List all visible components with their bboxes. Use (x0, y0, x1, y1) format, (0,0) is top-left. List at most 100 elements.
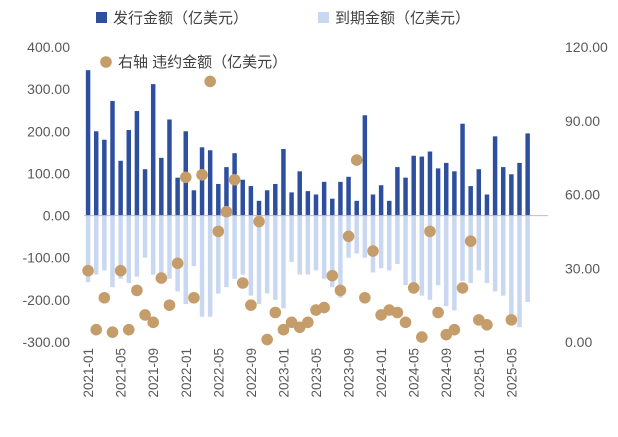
issuance-bar (110, 100, 115, 216)
issuance-bar (297, 171, 302, 216)
x-axis-tick-label: 2024-05 (407, 348, 422, 398)
maturity-bar (297, 215, 302, 275)
default-amount-point (269, 306, 282, 319)
issuance-bar (338, 181, 343, 216)
maturity-bar (435, 215, 441, 286)
default-amount-point (367, 245, 379, 257)
issuance-bar (134, 111, 140, 216)
maturity-bar (281, 215, 286, 309)
issuance-bar (273, 183, 278, 216)
default-amount-point (318, 301, 330, 314)
maturity-bar (110, 215, 115, 288)
default-amount-point (359, 291, 371, 304)
maturity-bar (142, 215, 148, 258)
issuance-bar (191, 190, 197, 216)
x-axis-tick-label: 2021-09 (146, 348, 161, 398)
issuance-bar (411, 155, 416, 216)
maturity-bar (232, 215, 237, 279)
maturity-bar (500, 215, 506, 296)
issuance-bar (175, 177, 180, 216)
maturity-bar (468, 215, 473, 283)
default-amount-point (220, 205, 233, 218)
legend-label-maturity: 到期金额（亿美元） (335, 10, 470, 27)
maturity-bar (183, 215, 188, 305)
x-axis-tick-label: 2024-09 (439, 348, 454, 398)
maturity-bar (159, 215, 164, 273)
issuance-bar (93, 131, 99, 216)
legend: 发行金额（亿美元） 到期金额（亿美元） 右轴 违约金额（亿美元） (96, 10, 470, 71)
default-amount-point (212, 225, 225, 238)
issuance-bar (289, 192, 294, 216)
issuance-bar (199, 147, 205, 216)
maturity-bar (126, 215, 132, 283)
maturity-bar (150, 215, 156, 275)
default-amount-point (163, 299, 176, 311)
default-amount-point (350, 154, 363, 166)
default-amount-point (204, 75, 216, 88)
left-axis-tick-label: -200.00 (23, 292, 71, 308)
default-amount-point (236, 277, 249, 289)
maturity-bar (517, 215, 522, 328)
issuance-bar (305, 191, 311, 216)
maturity-bar (224, 215, 229, 288)
legend-swatch-maturity (318, 12, 329, 23)
issuance-bar (395, 167, 400, 216)
default-amount-point (228, 173, 241, 186)
maturity-bar (199, 215, 205, 317)
default-dots (82, 75, 518, 346)
maturity-bar (492, 215, 498, 292)
default-amount-point (399, 316, 412, 329)
left-axis-tick-label: 200.00 (27, 123, 70, 139)
left-axis-tick-label: 100.00 (27, 165, 70, 181)
default-amount-point (106, 326, 119, 338)
default-amount-point (277, 323, 290, 336)
left-axis-tick-label: -100.00 (23, 250, 71, 266)
issuance-bar (313, 194, 319, 216)
default-amount-point (98, 291, 111, 304)
issuance-bar (468, 186, 473, 216)
maturity-bar (264, 215, 270, 294)
default-amount-point (147, 316, 159, 329)
issuance-bar (378, 185, 384, 216)
default-amount-point (407, 282, 420, 294)
issuance-bar (517, 162, 522, 216)
maturity-bar (362, 215, 368, 258)
maturity-bar (338, 215, 343, 298)
issuance-bar (419, 156, 425, 216)
default-amount-point (391, 306, 404, 319)
maturity-bar (305, 215, 311, 275)
x-axis-tick-label: 2025-01 (472, 348, 487, 398)
issuance-bar (509, 174, 514, 216)
maturity-bar (411, 215, 416, 294)
default-amount-point (261, 333, 273, 346)
issuance-bar (240, 179, 245, 216)
issuance-bar (484, 194, 490, 216)
default-amount-point (90, 323, 103, 336)
default-amount-point (245, 299, 257, 311)
issuance-bar (500, 167, 506, 216)
issuance-bar (167, 119, 172, 216)
left-axis-tick-label: -300.00 (23, 334, 71, 350)
legend-label-default: 右轴 违约金额（亿美元） (118, 54, 287, 71)
maturity-bar (330, 215, 335, 288)
maturity-bars (85, 215, 530, 328)
maturity-bar (378, 215, 384, 269)
maturity-bar (525, 215, 530, 302)
default-amount-point (416, 331, 428, 343)
default-amount-point (188, 291, 200, 304)
axes: -300.00 -200.00 -100.00 0.00 100.00 200.00 300… (23, 39, 609, 398)
legend-swatch-default (100, 56, 112, 68)
x-axis-tick-label: 2021-01 (81, 348, 96, 398)
x-axis-tick-label: 2022-01 (179, 348, 194, 398)
issuance-bar (444, 162, 449, 216)
default-amount-point (464, 235, 477, 248)
maturity-bar (191, 215, 197, 267)
maturity-bar (134, 215, 140, 277)
legend-label-issuance: 发行金额（亿美元） (113, 10, 248, 27)
issuance-bar (224, 167, 229, 216)
issuance-bar (346, 176, 351, 216)
issuance-bar (427, 151, 433, 216)
default-amount-point (253, 215, 265, 228)
issuance-bars (85, 70, 530, 216)
